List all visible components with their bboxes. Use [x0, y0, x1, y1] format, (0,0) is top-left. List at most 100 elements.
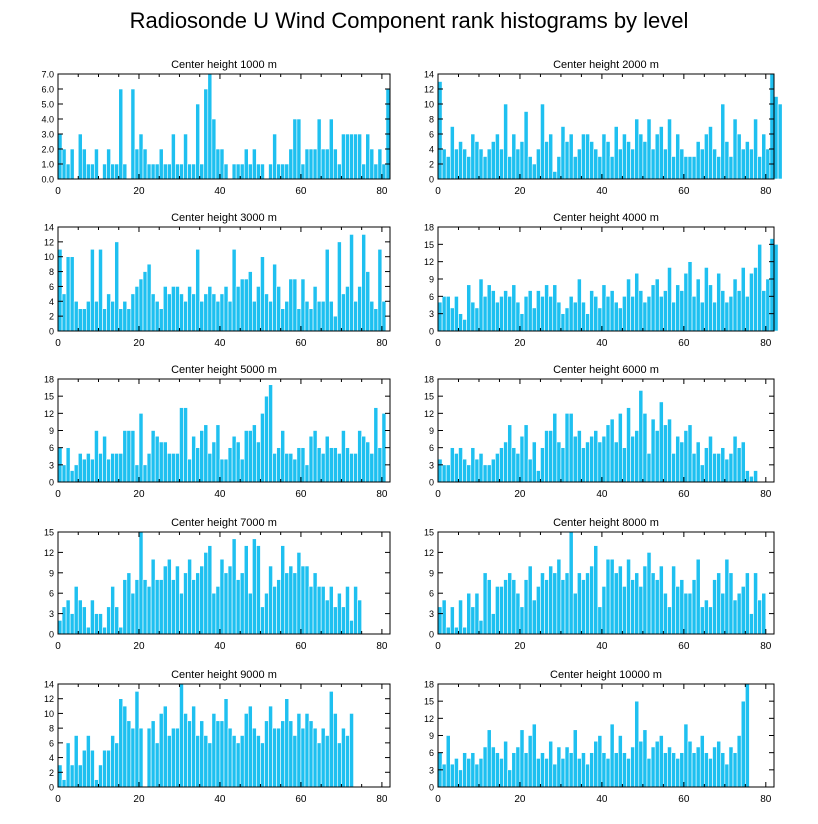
histogram-bar — [231, 163, 237, 180]
histogram-bar — [699, 464, 705, 483]
histogram-bar — [736, 592, 742, 635]
histogram-panel: Center height 6000 m 0 20 40 60 80 0 3 6 9 12 15 18 — [424, 364, 775, 500]
histogram-bar — [474, 592, 480, 635]
panel-title: Center height 2000 m — [553, 59, 659, 71]
histogram-bar — [150, 430, 156, 483]
histogram-bar — [69, 470, 75, 483]
histogram-bar — [207, 286, 213, 332]
histogram-bar — [597, 735, 603, 788]
y-tick-label: 18 — [424, 680, 434, 690]
y-tick-label: 7.0 — [41, 70, 54, 80]
histogram-bar — [154, 300, 160, 332]
histogram-bar — [195, 248, 201, 332]
histogram-bar — [167, 453, 172, 483]
histogram-bar — [605, 758, 611, 788]
y-tick-label: 4 — [49, 297, 54, 307]
x-tick-label: 80 — [376, 338, 388, 349]
y-tick-label: 2 — [49, 768, 54, 778]
histogram-bar — [345, 447, 350, 483]
histogram-bar — [646, 296, 652, 332]
histogram-bar — [675, 133, 681, 180]
histogram-bar — [486, 579, 492, 635]
y-tick-label: 12 — [424, 548, 434, 558]
histogram-bar — [158, 713, 164, 788]
histogram-bar — [486, 729, 492, 788]
histogram-bar — [630, 296, 635, 332]
histogram-bar — [300, 565, 306, 635]
histogram-bar — [349, 713, 354, 788]
histogram-bar — [671, 752, 676, 788]
histogram-bar — [65, 447, 71, 483]
histogram-bar — [61, 464, 67, 483]
y-tick-label: 10 — [44, 709, 54, 719]
y-tick-label: 6 — [429, 748, 434, 758]
histogram-bar — [437, 301, 443, 332]
histogram-bar — [605, 558, 611, 635]
histogram-bar — [324, 435, 330, 483]
histogram-bar — [150, 163, 156, 180]
y-tick-label: 0 — [49, 630, 54, 640]
histogram-bar — [138, 133, 144, 180]
histogram-bar — [577, 430, 582, 483]
histogram-bar — [454, 758, 459, 788]
histogram-bar — [219, 293, 225, 332]
histogram-bar — [667, 267, 672, 332]
histogram-bar — [564, 572, 570, 635]
histogram-bar — [642, 413, 648, 483]
histogram-bar — [654, 740, 660, 788]
histogram-bar — [300, 163, 306, 180]
histogram-bar — [490, 290, 496, 332]
histogram-bar — [683, 723, 689, 788]
histogram-bar — [478, 453, 484, 483]
x-tick-label: 80 — [376, 794, 388, 805]
histogram-bar — [634, 430, 640, 483]
histogram-bar — [312, 148, 318, 180]
histogram-bar — [519, 313, 525, 332]
y-tick-label: 9 — [429, 275, 434, 285]
histogram-bar — [609, 290, 615, 332]
y-tick-label: 6 — [49, 443, 54, 453]
histogram-bar — [568, 413, 574, 483]
histogram-bar — [626, 558, 631, 635]
histogram-bar — [740, 586, 746, 635]
histogram-bar — [593, 740, 599, 788]
histogram-bar — [102, 626, 107, 635]
histogram-bar — [556, 441, 562, 483]
x-tick-label: 40 — [596, 641, 608, 652]
y-tick-label: 0 — [429, 175, 434, 185]
histogram-bar — [761, 592, 767, 635]
y-tick-label: 1.0 — [41, 160, 54, 170]
histogram-bar — [687, 740, 693, 788]
histogram-bar — [548, 740, 554, 788]
histogram-bar — [667, 418, 672, 483]
histogram-bar — [308, 435, 314, 483]
histogram-bar — [203, 552, 209, 635]
histogram-bar — [284, 698, 290, 788]
histogram-bar — [353, 300, 358, 332]
y-tick-label: 6 — [429, 443, 434, 453]
y-tick-label: 6 — [429, 292, 434, 302]
histogram-bar — [134, 286, 140, 332]
histogram-bar — [593, 296, 599, 332]
x-tick-label: 80 — [760, 641, 772, 652]
x-tick-label: 80 — [760, 338, 772, 349]
histogram-bar — [345, 586, 350, 635]
histogram-bar — [507, 572, 513, 635]
histogram-bar — [333, 315, 338, 332]
histogram-bar — [118, 626, 124, 635]
histogram-bar — [753, 470, 758, 483]
histogram-bar — [646, 453, 652, 483]
histogram-bar — [732, 278, 738, 332]
histogram-panel: Center height 2000 m 0 20 40 60 80 0 2 4 6 8 10 12 14 — [424, 59, 783, 197]
histogram-bar — [462, 458, 467, 483]
y-tick-label: 0 — [429, 783, 434, 793]
histogram-bar — [732, 752, 738, 788]
histogram-bar — [215, 720, 221, 788]
histogram-bar — [227, 565, 233, 635]
histogram-bar — [712, 148, 717, 180]
y-tick-label: 9 — [429, 731, 434, 741]
histogram-bar — [126, 308, 132, 332]
histogram-bar — [272, 133, 277, 180]
histogram-bar — [167, 163, 172, 180]
histogram-bar — [227, 447, 233, 483]
